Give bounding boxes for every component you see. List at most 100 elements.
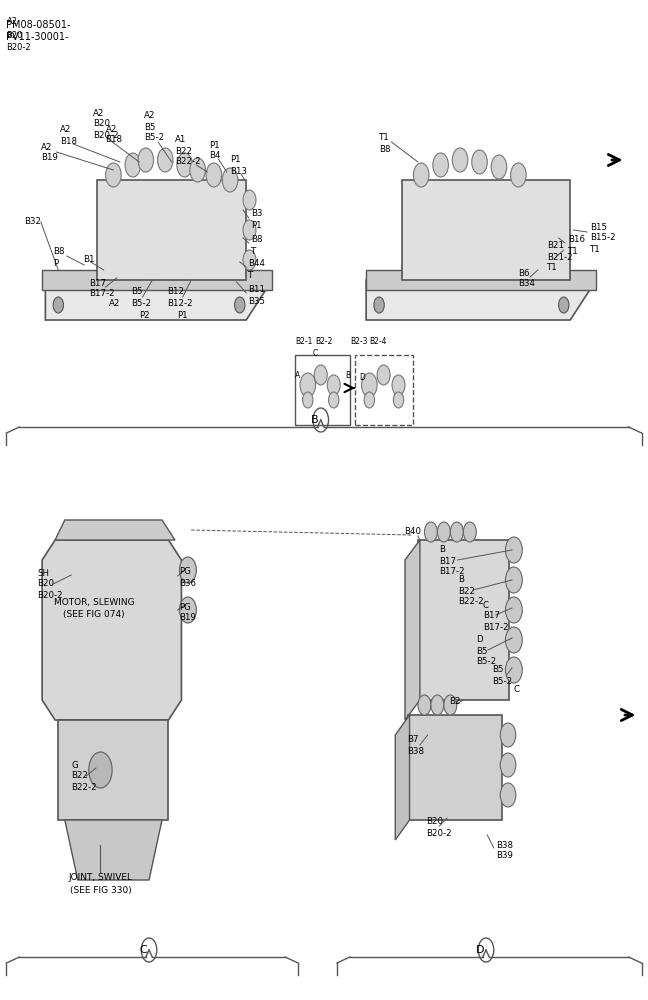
Circle shape: [303, 392, 313, 408]
Circle shape: [243, 190, 256, 210]
Text: B22: B22: [458, 586, 475, 595]
Text: SH: SH: [38, 568, 50, 578]
Circle shape: [505, 627, 522, 653]
Text: T: T: [248, 270, 253, 279]
Text: P: P: [53, 258, 58, 267]
Text: T: T: [251, 246, 257, 255]
Text: C: C: [139, 945, 147, 955]
Circle shape: [463, 522, 476, 542]
Text: A2: A2: [106, 124, 117, 133]
Polygon shape: [42, 270, 272, 290]
Polygon shape: [418, 540, 509, 700]
Polygon shape: [58, 720, 168, 820]
Text: B5: B5: [476, 647, 488, 656]
Text: B44: B44: [248, 259, 265, 268]
Text: T1: T1: [547, 263, 558, 272]
Circle shape: [559, 297, 569, 313]
Text: B36: B36: [179, 578, 196, 587]
Text: C: C: [514, 686, 520, 694]
Text: B18: B18: [60, 136, 77, 145]
Circle shape: [505, 597, 522, 623]
Circle shape: [377, 365, 390, 385]
Text: B40: B40: [404, 528, 421, 536]
Text: P1: P1: [209, 140, 219, 149]
Text: A1: A1: [175, 135, 187, 144]
Text: B3: B3: [251, 210, 263, 219]
Circle shape: [452, 148, 468, 172]
Text: D: D: [476, 945, 485, 955]
Bar: [295, 355, 350, 425]
Text: B1: B1: [83, 255, 95, 264]
Circle shape: [478, 938, 494, 962]
Text: (SEE FIG 330): (SEE FIG 330): [69, 886, 132, 894]
Text: B6: B6: [518, 268, 530, 277]
Circle shape: [53, 297, 64, 313]
Circle shape: [206, 163, 222, 187]
Text: B17: B17: [439, 556, 456, 566]
Circle shape: [505, 657, 522, 683]
Text: A2: A2: [6, 17, 17, 26]
Circle shape: [125, 153, 141, 177]
Circle shape: [327, 375, 340, 395]
Text: B2-3: B2-3: [350, 338, 367, 347]
Text: B5-2: B5-2: [131, 298, 151, 308]
Circle shape: [511, 163, 526, 187]
Text: B5-2: B5-2: [476, 658, 496, 666]
Text: B20: B20: [93, 119, 110, 128]
Text: B20: B20: [426, 818, 443, 826]
Circle shape: [222, 168, 238, 192]
Text: B5-2: B5-2: [492, 676, 513, 686]
Circle shape: [179, 597, 196, 623]
Text: A2: A2: [93, 108, 104, 117]
Text: B5-2: B5-2: [144, 133, 164, 142]
Text: B8: B8: [251, 235, 263, 244]
Text: B17-2: B17-2: [89, 290, 115, 298]
Text: B2-1: B2-1: [295, 338, 312, 347]
Circle shape: [106, 163, 121, 187]
Text: B17: B17: [483, 611, 500, 620]
Text: B15: B15: [590, 223, 607, 232]
Text: B38: B38: [407, 746, 424, 756]
Text: B20: B20: [6, 30, 23, 39]
Text: B21: B21: [547, 241, 564, 250]
Text: B17-2: B17-2: [483, 622, 509, 632]
Circle shape: [364, 392, 375, 408]
Circle shape: [392, 375, 405, 395]
Circle shape: [444, 695, 457, 715]
Circle shape: [437, 522, 450, 542]
Circle shape: [362, 373, 377, 397]
Circle shape: [491, 155, 507, 179]
Polygon shape: [405, 540, 420, 720]
Text: A: A: [295, 370, 300, 379]
Text: T1: T1: [568, 246, 579, 255]
Text: B20-2: B20-2: [426, 828, 452, 838]
Text: B34: B34: [518, 279, 535, 288]
Text: P1: P1: [178, 310, 188, 320]
Text: B4: B4: [209, 151, 220, 160]
Text: B12-2: B12-2: [167, 298, 193, 308]
Circle shape: [500, 783, 516, 807]
Circle shape: [141, 938, 157, 962]
Circle shape: [505, 537, 522, 563]
Text: B22: B22: [71, 772, 88, 780]
Polygon shape: [55, 520, 175, 540]
Text: B17-2: B17-2: [439, 568, 465, 576]
Circle shape: [393, 392, 404, 408]
Circle shape: [431, 695, 444, 715]
Text: A2: A2: [41, 142, 52, 151]
Text: B: B: [458, 576, 464, 584]
Circle shape: [418, 695, 431, 715]
Text: B16: B16: [568, 235, 584, 244]
Text: B22-2: B22-2: [458, 597, 484, 606]
Text: B20-2: B20-2: [38, 590, 64, 599]
Text: B2: B2: [449, 698, 461, 706]
Text: B20-2: B20-2: [6, 42, 31, 51]
Text: B39: B39: [496, 852, 513, 860]
Circle shape: [329, 392, 339, 408]
Circle shape: [505, 567, 522, 593]
Circle shape: [472, 150, 487, 174]
Text: B5: B5: [492, 666, 504, 674]
Text: A2: A2: [60, 125, 72, 134]
Text: B22-2: B22-2: [71, 782, 97, 792]
Text: P1: P1: [230, 155, 240, 164]
